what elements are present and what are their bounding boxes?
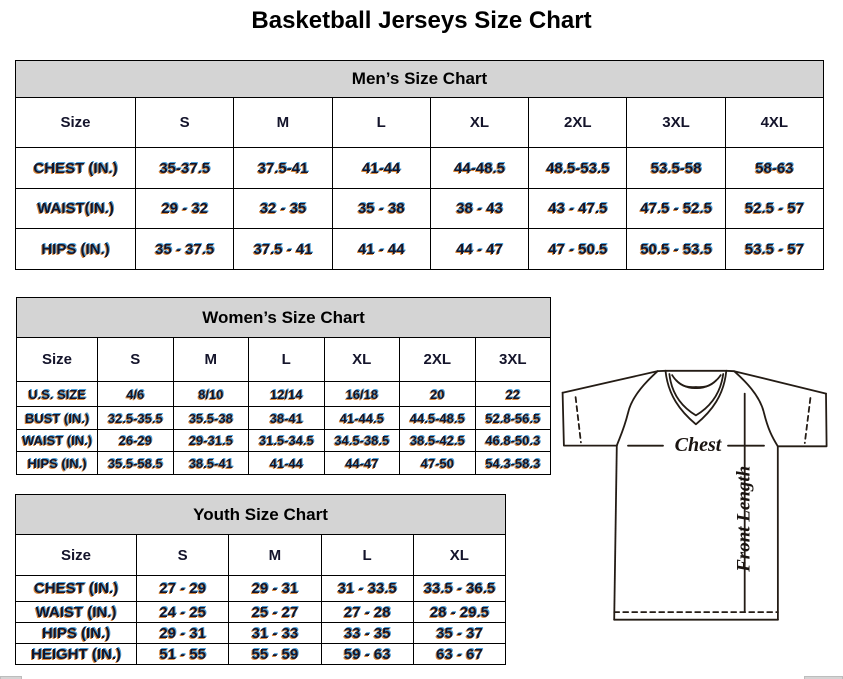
svg-text:Chest: Chest bbox=[675, 434, 723, 456]
svg-text:Front Length: Front Length bbox=[733, 466, 754, 573]
